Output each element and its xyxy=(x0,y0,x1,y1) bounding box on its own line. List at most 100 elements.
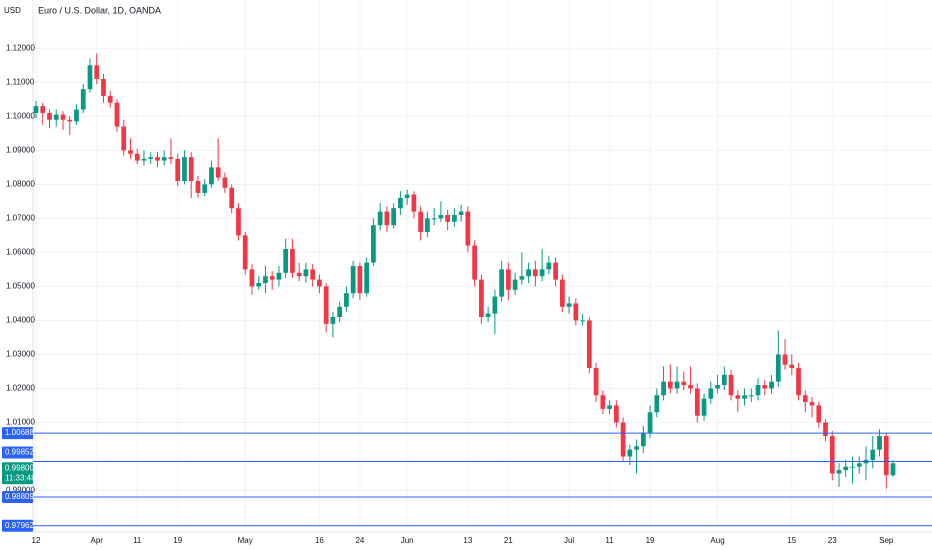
candle-body xyxy=(580,320,585,322)
candle-body xyxy=(168,157,174,159)
price-label-box xyxy=(2,490,33,503)
candle-body xyxy=(276,272,282,280)
candle-body xyxy=(296,272,302,277)
candle-body xyxy=(161,157,167,161)
candle-body xyxy=(107,95,113,103)
candle-body xyxy=(128,150,133,154)
candle-body xyxy=(229,187,235,209)
x-tick-label: May xyxy=(238,536,253,545)
candle-body xyxy=(735,395,741,399)
candle-body xyxy=(627,449,633,457)
candle-body xyxy=(856,463,862,467)
y-tick-label: 1.09000 xyxy=(6,145,35,154)
candle-body xyxy=(708,388,714,399)
last-price-label: 0.99800 xyxy=(5,463,34,472)
candle-body xyxy=(546,262,552,270)
candle-body xyxy=(479,279,484,318)
candle-body xyxy=(188,157,194,181)
candle-body xyxy=(74,109,79,122)
x-tick-label: 19 xyxy=(173,536,182,545)
y-tick-label: 1.04000 xyxy=(6,316,35,325)
candle-body xyxy=(519,276,525,280)
candle-body xyxy=(303,269,309,277)
candle-body xyxy=(398,197,403,209)
candle-body xyxy=(559,279,565,307)
last-price-box xyxy=(2,462,33,485)
candle-body xyxy=(60,114,66,120)
y-tick-label: 1.11000 xyxy=(6,77,35,86)
candle-body xyxy=(877,436,882,450)
x-tick-label: 24 xyxy=(355,536,364,545)
x-tick-label: 15 xyxy=(787,536,796,545)
candle-body xyxy=(431,218,437,220)
price-label: 0.98809 xyxy=(5,492,34,501)
candle-body xyxy=(283,248,289,273)
y-tick-label: 1.03000 xyxy=(6,350,35,359)
candle-body xyxy=(323,286,329,324)
candle-body xyxy=(532,269,538,277)
candle-body xyxy=(742,395,747,399)
candle-body xyxy=(411,194,417,212)
candle-body xyxy=(290,248,295,273)
candle-body xyxy=(829,436,835,474)
x-tick-label: 11 xyxy=(605,536,614,545)
y-tick-label: 1.06000 xyxy=(6,248,35,257)
candle-body xyxy=(688,385,693,389)
currency-label: USD xyxy=(4,6,21,15)
candle-body xyxy=(330,317,336,324)
x-tick-label: 19 xyxy=(646,536,655,545)
candle-body xyxy=(613,405,619,423)
candle-body xyxy=(748,395,754,397)
candle-body xyxy=(816,405,822,423)
candle-body xyxy=(67,119,73,122)
candle-body xyxy=(715,385,720,389)
candle-body xyxy=(350,266,356,294)
candle-body xyxy=(148,157,154,159)
candle-body xyxy=(195,180,201,193)
overlay: 1.00688 0.99852 0.98809 0.97962 0.9980011:33… xyxy=(2,427,932,532)
candle-body xyxy=(701,398,707,416)
candle-body xyxy=(33,106,39,113)
candles xyxy=(33,53,896,489)
x-tick-label: Sep xyxy=(879,536,894,545)
y-tick-label: 0.99000 xyxy=(6,486,35,495)
candle-body xyxy=(836,470,842,474)
candle-body xyxy=(357,266,363,294)
candle-body xyxy=(337,306,343,318)
candle-body xyxy=(317,279,322,287)
candle-body xyxy=(667,381,673,389)
candle-body xyxy=(850,466,855,468)
x-tick-label: 11 xyxy=(133,536,142,545)
candle-body xyxy=(53,114,59,120)
candle-body xyxy=(809,402,815,406)
candle-body xyxy=(472,245,477,280)
candle-body xyxy=(458,211,464,215)
candle-body xyxy=(775,354,781,382)
candle-body xyxy=(371,225,376,263)
candle-body xyxy=(155,157,160,161)
candle-body xyxy=(769,381,774,389)
candle-body xyxy=(883,436,889,476)
x-tick-label: Apr xyxy=(91,536,104,545)
candle-body xyxy=(506,269,511,290)
candle-body xyxy=(242,235,248,270)
grid: 0.99000 1.01000 1.02000 1.03000 1.04000 1.050… xyxy=(6,0,932,545)
chart-title: Euro / U.S. Dollar, 1D, OANDA xyxy=(38,5,161,15)
price-label: 1.00688 xyxy=(5,428,34,437)
candle-body xyxy=(215,167,221,178)
candle-body xyxy=(114,102,120,127)
candle-body xyxy=(843,466,849,471)
y-tick-label: 1.08000 xyxy=(6,179,35,188)
candle-body xyxy=(802,395,808,403)
countdown: 11:33:48 xyxy=(5,473,36,482)
candle-body xyxy=(526,269,531,277)
candle-body xyxy=(47,112,52,120)
candle-body xyxy=(499,269,504,297)
candle-body xyxy=(452,214,457,222)
candle-body xyxy=(87,65,93,90)
candle-body xyxy=(418,211,423,232)
y-tick-label: 1.02000 xyxy=(6,384,35,393)
candle-body xyxy=(762,385,768,389)
